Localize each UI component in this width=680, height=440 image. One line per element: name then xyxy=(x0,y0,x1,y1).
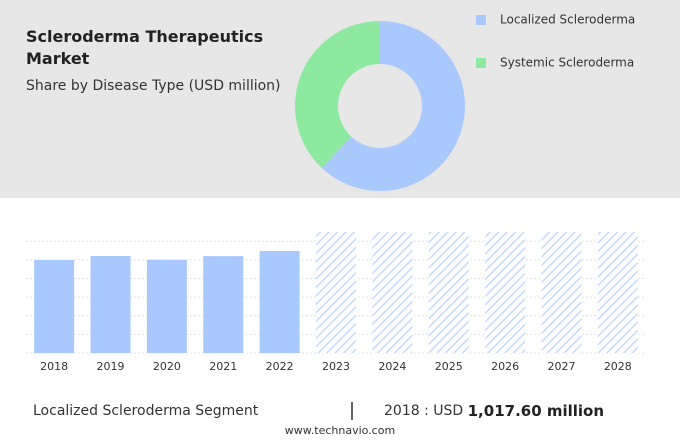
bar xyxy=(90,256,131,353)
legend-swatch xyxy=(476,58,486,68)
x-tick-label: 2026 xyxy=(491,360,519,373)
x-tick-label: 2025 xyxy=(435,360,463,373)
chart-title: Scleroderma Therapeutics Market xyxy=(26,27,264,68)
bar xyxy=(34,259,75,353)
highlight-text: 2018 : USD 1,017.60 million xyxy=(384,402,604,420)
donut-slice xyxy=(295,21,380,168)
legend-swatch xyxy=(476,15,486,25)
forecast-bar xyxy=(597,232,638,353)
x-tick-label: 2021 xyxy=(209,360,237,373)
legend-label: Localized Scleroderma xyxy=(500,13,635,27)
highlight-year: 2018 : USD xyxy=(384,403,463,419)
forecast-bar xyxy=(428,232,469,353)
source: www.technavio.com xyxy=(285,424,395,437)
x-tick-label: 2028 xyxy=(604,360,632,373)
forecast-bar xyxy=(316,232,356,353)
forecast-bar xyxy=(485,232,526,353)
bar xyxy=(146,259,187,353)
chart-subtitle: Share by Disease Type (USD million) xyxy=(26,78,281,94)
forecast-bar xyxy=(372,232,413,353)
x-tick-label: 2022 xyxy=(266,360,294,373)
donut-slice xyxy=(321,21,466,192)
x-tick-label: 2018 xyxy=(40,360,68,373)
segment-label: Localized Scleroderma Segment xyxy=(33,403,259,419)
x-tick-label: 2020 xyxy=(153,360,181,373)
x-tick-label: 2023 xyxy=(322,360,350,373)
bar xyxy=(259,251,300,353)
x-tick-label: 2027 xyxy=(547,360,575,373)
x-tick-label: 2019 xyxy=(97,360,125,373)
forecast-bar xyxy=(541,232,582,353)
legend-label: Systemic Scleroderma xyxy=(500,56,634,70)
bar xyxy=(203,256,244,353)
highlight-value: 1,017.60 million xyxy=(468,402,604,420)
x-tick-label: 2024 xyxy=(378,360,406,373)
